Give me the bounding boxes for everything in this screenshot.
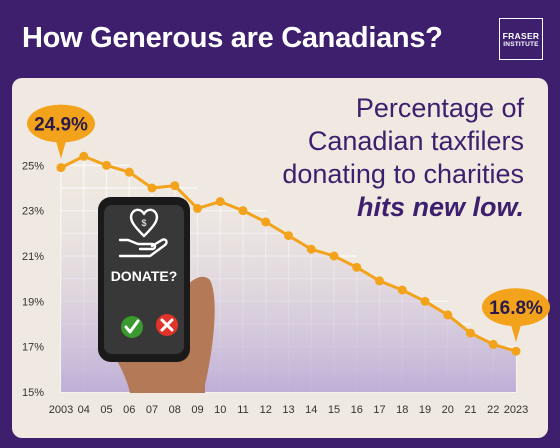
data-point xyxy=(79,151,89,161)
data-point xyxy=(147,183,157,193)
logo-line-1: FRASER xyxy=(502,31,540,41)
data-point xyxy=(306,244,316,254)
close-icon xyxy=(160,318,174,332)
headline: Percentage of Canadian taxfilers donatin… xyxy=(282,92,524,224)
data-point xyxy=(443,310,453,320)
x-tick-label: 15 xyxy=(328,404,340,416)
value-callout: 24.9% xyxy=(27,104,95,159)
x-tick-label: 13 xyxy=(282,404,294,416)
x-tick-label: 10 xyxy=(214,404,226,416)
x-tick-label: 06 xyxy=(123,404,135,416)
data-point xyxy=(215,197,225,207)
callout-pointer xyxy=(55,137,67,159)
reject-button[interactable] xyxy=(156,314,178,336)
x-tick-label: 12 xyxy=(260,404,272,416)
y-tick-label: 23% xyxy=(22,206,44,218)
logo-line-2: INSTITUTE xyxy=(503,41,539,48)
callout-label: 16.8% xyxy=(489,298,543,319)
x-tick-label: 14 xyxy=(305,404,317,416)
x-tick-label: 17 xyxy=(373,404,385,416)
headline-line-1: Percentage of xyxy=(355,93,524,123)
y-tick-label: 19% xyxy=(22,296,44,308)
data-point xyxy=(511,346,521,356)
fraser-institute-logo: FRASER INSTITUTE xyxy=(499,18,543,60)
x-tick-label: 07 xyxy=(146,404,158,416)
headline-line-2: Canadian taxfilers xyxy=(307,126,524,156)
donate-phone-illustration: $ DONATE? xyxy=(98,197,215,393)
x-tick-label: 21 xyxy=(464,404,476,416)
data-point xyxy=(397,285,407,295)
x-tick-label: 11 xyxy=(237,404,248,416)
data-point xyxy=(238,206,248,216)
data-point xyxy=(261,217,271,227)
callout-pointer xyxy=(510,321,522,343)
x-tick-label: 2023 xyxy=(504,404,528,416)
data-point xyxy=(375,276,384,286)
x-tick-label: 22 xyxy=(487,404,499,416)
x-tick-label: 16 xyxy=(351,404,363,416)
donate-label: DONATE? xyxy=(111,268,178,284)
y-tick-label: 21% xyxy=(22,251,44,263)
data-point xyxy=(170,181,180,191)
x-tick-label: 09 xyxy=(191,404,203,416)
headline-line-4: hits new low. xyxy=(356,192,524,222)
headline-line-3: donating to charities xyxy=(282,159,524,189)
x-tick-label: 18 xyxy=(396,404,408,416)
data-point xyxy=(352,262,362,272)
callout-bubble xyxy=(482,288,550,327)
data-point xyxy=(124,167,134,177)
data-point xyxy=(420,296,430,306)
check-button[interactable] xyxy=(121,316,143,338)
x-tick-label: 05 xyxy=(100,404,112,416)
y-tick-label: 15% xyxy=(22,387,44,399)
x-tick-label: 20 xyxy=(442,404,454,416)
x-tick-label: 08 xyxy=(169,404,181,416)
x-tick-label: 04 xyxy=(78,404,90,416)
data-point xyxy=(284,231,293,241)
y-tick-label: 25% xyxy=(22,160,44,172)
data-point xyxy=(488,339,498,349)
data-point xyxy=(56,163,66,173)
callout-bubble xyxy=(27,104,95,143)
x-tick-label: 2003 xyxy=(49,404,73,416)
value-callout: 16.8% xyxy=(482,288,550,343)
heart-hand-icon: $ xyxy=(118,208,168,258)
data-point xyxy=(102,160,111,170)
x-tick-label: 19 xyxy=(419,404,431,416)
data-point xyxy=(193,203,202,213)
callout-label: 24.9% xyxy=(34,115,88,136)
data-point xyxy=(329,251,339,261)
page-title: How Generous are Canadians? xyxy=(22,22,443,54)
data-point xyxy=(466,328,475,338)
svg-text:$: $ xyxy=(141,218,146,228)
y-tick-label: 17% xyxy=(22,342,44,354)
check-icon xyxy=(124,319,140,334)
